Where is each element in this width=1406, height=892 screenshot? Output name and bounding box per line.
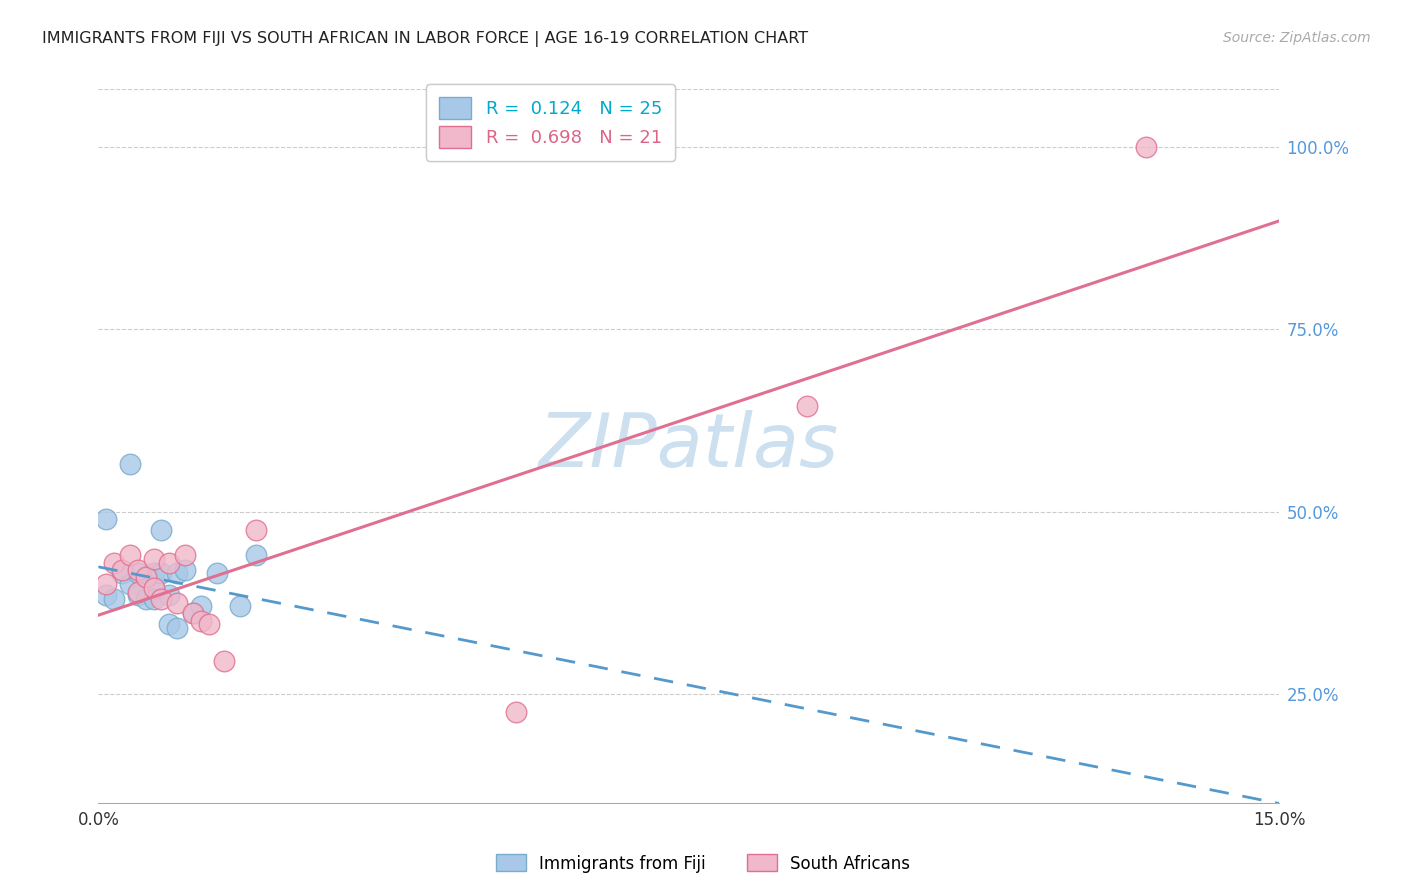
Point <box>190 614 212 628</box>
Point <box>505 705 527 719</box>
Point <box>166 566 188 581</box>
Point <box>142 566 165 581</box>
Point <box>157 556 180 570</box>
Point <box>127 563 149 577</box>
Point <box>181 607 204 621</box>
Point <box>111 563 134 577</box>
Point <box>96 588 118 602</box>
Point <box>166 596 188 610</box>
Point <box>1135 140 1157 154</box>
Point <box>135 570 157 584</box>
Point <box>157 617 180 632</box>
Point <box>127 584 149 599</box>
Point <box>118 577 141 591</box>
Point <box>174 548 197 562</box>
Point <box>96 512 118 526</box>
Point <box>190 599 212 614</box>
Point <box>111 566 134 581</box>
Point <box>245 523 267 537</box>
Legend: R =  0.124   N = 25, R =  0.698   N = 21: R = 0.124 N = 25, R = 0.698 N = 21 <box>426 84 675 161</box>
Point <box>142 581 165 595</box>
Point <box>103 591 125 606</box>
Point <box>166 621 188 635</box>
Point <box>157 588 180 602</box>
Point <box>103 556 125 570</box>
Point <box>214 654 236 668</box>
Point <box>127 588 149 602</box>
Point <box>181 607 204 621</box>
Point <box>205 566 228 581</box>
Legend: Immigrants from Fiji, South Africans: Immigrants from Fiji, South Africans <box>489 847 917 880</box>
Point <box>142 581 165 595</box>
Text: ZIPatlas: ZIPatlas <box>538 410 839 482</box>
Point <box>245 548 267 562</box>
Point <box>197 617 219 632</box>
Point <box>135 570 157 584</box>
Point <box>174 563 197 577</box>
Point <box>118 457 141 471</box>
Point <box>135 591 157 606</box>
Point <box>229 599 252 614</box>
Point <box>150 566 173 581</box>
Text: Source: ZipAtlas.com: Source: ZipAtlas.com <box>1223 31 1371 45</box>
Point <box>142 591 165 606</box>
Point <box>796 399 818 413</box>
Point <box>127 566 149 581</box>
Point <box>150 591 173 606</box>
Text: IMMIGRANTS FROM FIJI VS SOUTH AFRICAN IN LABOR FORCE | AGE 16-19 CORRELATION CHA: IMMIGRANTS FROM FIJI VS SOUTH AFRICAN IN… <box>42 31 808 47</box>
Point <box>96 577 118 591</box>
Point <box>150 523 173 537</box>
Point <box>142 552 165 566</box>
Point <box>118 548 141 562</box>
